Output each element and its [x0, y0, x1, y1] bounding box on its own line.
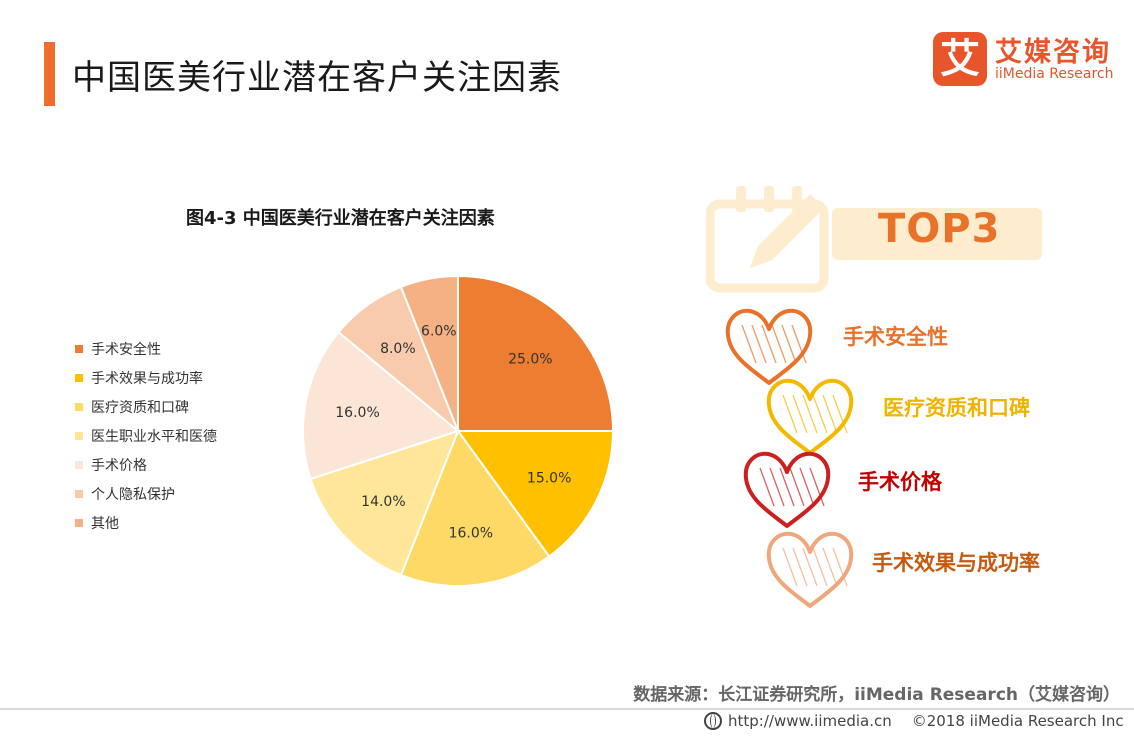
footer: http://www.iimedia.cn ©2018 iiMedia Rese… — [704, 712, 1124, 730]
legend-label: 医疗资质和口碑 — [91, 397, 189, 417]
pie-data-label: 16.0% — [449, 525, 493, 541]
pie-data-label: 15.0% — [527, 470, 571, 486]
heart-icon — [765, 375, 855, 459]
footer-url[interactable]: http://www.iimedia.cn — [728, 712, 892, 730]
heart-icon — [765, 528, 855, 612]
data-source: 数据来源：长江证券研究所，iiMedia Research（艾媒咨询） — [633, 680, 1120, 705]
top3-item-label: 手术价格 — [858, 466, 942, 496]
legend-item: 手术效果与成功率 — [75, 363, 217, 392]
top3-label: TOP3 — [878, 206, 1000, 252]
pie-data-label: 8.0% — [380, 341, 416, 357]
legend-item: 个人隐私保护 — [75, 479, 217, 508]
legend-label: 其他 — [91, 513, 119, 533]
legend-swatch — [75, 374, 83, 382]
chart-legend: 手术安全性手术效果与成功率 医疗资质和口碑医生职业水平和医德 手术价格个人隐私保护其… — [75, 334, 217, 537]
chart-title: 图4-3 中国医美行业潜在客户关注因素 — [186, 204, 495, 230]
pie-data-label: 14.0% — [361, 494, 405, 510]
footer-copyright: ©2018 iiMedia Research Inc — [912, 712, 1124, 730]
legend-swatch — [75, 519, 83, 527]
legend-swatch — [75, 403, 83, 411]
legend-swatch — [75, 432, 83, 440]
globe-icon — [704, 712, 722, 730]
legend-label: 手术安全性 — [91, 339, 161, 359]
brand-logo[interactable]: 艾 艾媒咨询 iiMedia Research — [933, 30, 1123, 90]
legend-item: 医疗资质和口碑 — [75, 392, 217, 421]
pie-chart: 25.0% 15.0% 16.0% 14.0% 16.0% 8.0% 6.0% — [290, 266, 626, 602]
legend-label: 手术效果与成功率 — [91, 368, 203, 388]
page-title: 中国医美行业潜在客户关注因素 — [72, 50, 562, 99]
legend-label: 手术价格 — [91, 455, 147, 475]
legend-item: 手术价格 — [75, 450, 217, 479]
legend-item: 医生职业水平和医德 — [75, 421, 217, 450]
title-accent-bar — [44, 42, 55, 106]
pie-data-label: 16.0% — [335, 405, 379, 421]
logo-name-en: iiMedia Research — [995, 66, 1114, 82]
legend-item: 手术安全性 — [75, 334, 217, 363]
legend-swatch — [75, 345, 83, 353]
legend-label: 医生职业水平和医德 — [91, 426, 217, 446]
heart-icon — [742, 448, 832, 532]
legend-item: 其他 — [75, 508, 217, 537]
legend-swatch — [75, 490, 83, 498]
top3-item-label: 手术效果与成功率 — [872, 547, 1040, 577]
logo-mark-icon: 艾 — [933, 32, 987, 86]
legend-label: 个人隐私保护 — [91, 484, 175, 504]
pie-data-label: 6.0% — [421, 324, 457, 340]
logo-name-cn: 艾媒咨询 — [995, 30, 1111, 69]
footer-divider — [0, 708, 1134, 710]
top3-item-label: 医疗资质和口碑 — [883, 392, 1030, 422]
top3-item-label: 手术安全性 — [843, 321, 948, 351]
pie-data-label: 25.0% — [508, 352, 552, 368]
legend-swatch — [75, 461, 83, 469]
